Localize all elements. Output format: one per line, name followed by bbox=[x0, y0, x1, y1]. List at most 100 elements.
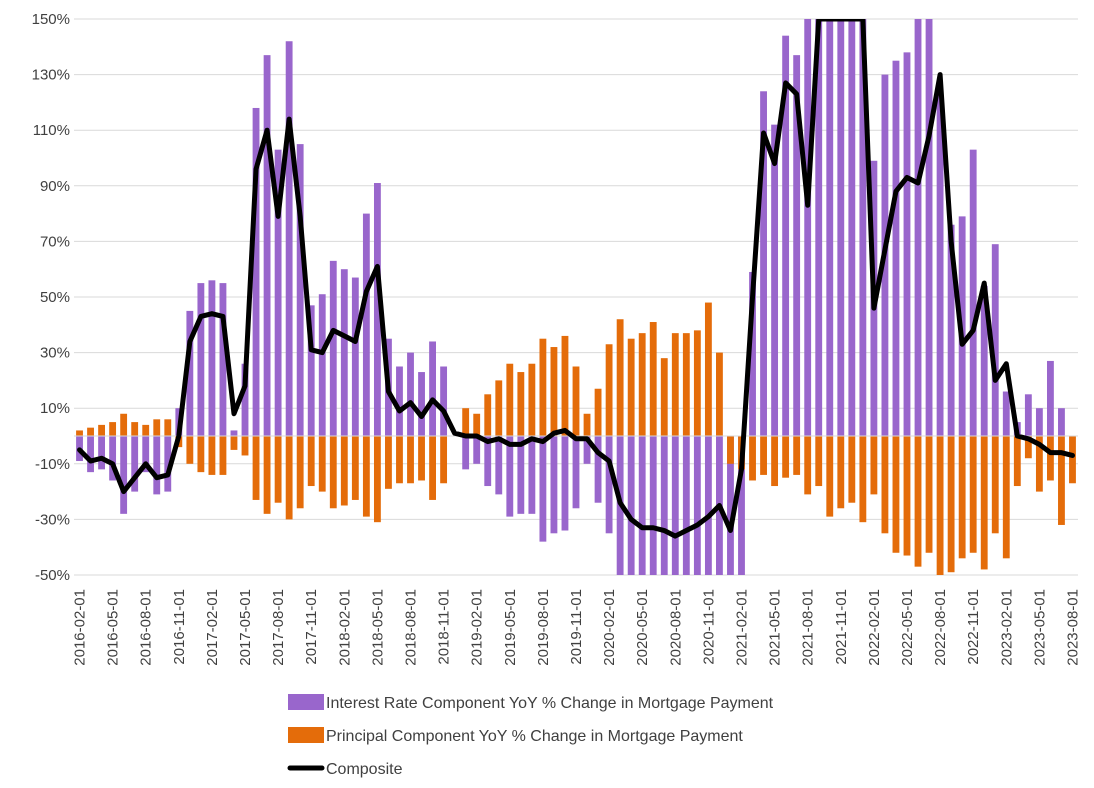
principal-bar bbox=[550, 347, 558, 436]
legend-entry-principal[interactable]: Principal Component YoY % Change in Mort… bbox=[288, 727, 743, 745]
x-tick-label: 2023-02-01 bbox=[998, 589, 1015, 666]
principal-bar bbox=[164, 419, 172, 436]
interest-bar bbox=[219, 283, 227, 436]
y-tick-label: 70% bbox=[40, 233, 70, 250]
principal-bar bbox=[716, 352, 723, 436]
legend-entry-composite[interactable]: Composite bbox=[287, 761, 403, 778]
x-tick-label: 2023-08-01 bbox=[1064, 589, 1081, 666]
x-tick-label: 2019-08-01 bbox=[535, 589, 552, 666]
interest-bar bbox=[462, 436, 470, 470]
x-tick-label: 2018-11-01 bbox=[436, 589, 453, 665]
interest-bar bbox=[241, 363, 249, 436]
interest-bar bbox=[373, 183, 381, 436]
principal-bar bbox=[120, 413, 128, 436]
interest-bar bbox=[991, 244, 999, 436]
interest-bar bbox=[208, 280, 216, 436]
interest-bar bbox=[561, 436, 569, 531]
interest-bar bbox=[142, 436, 150, 473]
principal-bar bbox=[793, 436, 801, 475]
interest-bar bbox=[771, 124, 779, 436]
line-series bbox=[77, 19, 1075, 539]
principal-bar bbox=[197, 436, 205, 473]
x-tick-label: 2017-08-01 bbox=[270, 589, 287, 666]
interest-bar bbox=[738, 436, 745, 575]
principal-bar bbox=[340, 436, 348, 506]
principal-bar bbox=[649, 322, 657, 436]
principal-bar bbox=[1046, 436, 1054, 481]
interest-bar bbox=[594, 436, 602, 503]
y-tick-label: -10% bbox=[35, 456, 70, 473]
principal-bar bbox=[903, 436, 911, 556]
interest-bar bbox=[407, 352, 414, 436]
principal-bar bbox=[440, 436, 448, 484]
legend-label-composite: Composite bbox=[326, 761, 403, 778]
x-axis: 2016-02-01 2016-05-01 2016-08-01 2016-11-01… bbox=[72, 589, 1082, 666]
principal-bar bbox=[958, 436, 966, 559]
interest-bar bbox=[649, 436, 657, 575]
x-tick-label: 2016-02-01 bbox=[72, 589, 89, 666]
interest-bar bbox=[1035, 408, 1043, 436]
interest-bar bbox=[517, 436, 525, 514]
principal-bar bbox=[208, 436, 216, 475]
principal-bar bbox=[296, 436, 304, 509]
interest-bar bbox=[131, 436, 139, 492]
y-tick-label: 130% bbox=[32, 67, 70, 84]
composite-line bbox=[77, 19, 1075, 539]
x-tick-label: 2019-11-01 bbox=[568, 589, 585, 665]
principal-bar bbox=[760, 436, 767, 475]
x-tick-label: 2017-02-01 bbox=[204, 589, 221, 666]
x-tick-label: 2022-05-01 bbox=[899, 589, 916, 666]
interest-bar bbox=[605, 436, 613, 534]
principal-bar bbox=[693, 330, 701, 436]
x-tick-label: 2021-02-01 bbox=[733, 589, 750, 666]
principal-bar bbox=[870, 436, 878, 495]
principal-bar bbox=[914, 436, 922, 567]
legend-entry-interest[interactable]: Interest Rate Component YoY % Change in … bbox=[288, 694, 774, 712]
principal-bar bbox=[980, 436, 988, 570]
principal-bar bbox=[109, 422, 117, 436]
principal-bar bbox=[848, 436, 856, 503]
y-tick-label: 50% bbox=[40, 289, 70, 306]
principal-bar bbox=[1024, 436, 1032, 459]
principal-bar bbox=[263, 436, 271, 514]
interest-bar bbox=[109, 436, 117, 481]
legend-swatch-principal bbox=[288, 727, 324, 743]
principal-bar bbox=[727, 436, 734, 464]
x-tick-label: 2019-02-01 bbox=[469, 589, 486, 666]
principal-bar bbox=[98, 424, 106, 436]
principal-bar bbox=[329, 436, 337, 509]
x-tick-label: 2019-05-01 bbox=[502, 589, 519, 666]
principal-bar bbox=[219, 436, 227, 475]
principal-bar bbox=[517, 372, 525, 436]
interest-bar bbox=[495, 436, 503, 495]
interest-bar bbox=[903, 52, 911, 437]
x-tick-label: 2023-05-01 bbox=[1031, 589, 1048, 666]
principal-bar bbox=[318, 436, 326, 492]
principal-bar bbox=[418, 436, 425, 481]
principal-bar bbox=[583, 413, 591, 436]
x-tick-label: 2022-11-01 bbox=[965, 589, 982, 665]
interest-bar bbox=[429, 341, 436, 436]
x-tick-label: 2020-11-01 bbox=[700, 589, 717, 665]
principal-bar bbox=[274, 436, 282, 503]
interest-bar bbox=[473, 436, 481, 464]
interest-bar bbox=[307, 305, 315, 436]
principal-bar bbox=[561, 335, 569, 436]
principal-bar bbox=[815, 436, 823, 487]
principal-bar bbox=[407, 436, 414, 484]
interest-bar bbox=[98, 436, 106, 470]
interest-bar bbox=[252, 107, 260, 437]
x-tick-label: 2018-08-01 bbox=[403, 589, 420, 666]
principal-bar bbox=[704, 302, 712, 436]
principal-bar bbox=[539, 338, 547, 436]
y-tick-label: -30% bbox=[35, 511, 70, 528]
principal-bar bbox=[142, 424, 150, 436]
principal-bar bbox=[837, 436, 845, 509]
principal-bar bbox=[969, 436, 977, 553]
principal-bar bbox=[307, 436, 315, 487]
principal-bar bbox=[76, 430, 83, 436]
principal-bar bbox=[682, 333, 690, 436]
x-tick-label: 2016-08-01 bbox=[138, 589, 155, 666]
y-tick-label: 10% bbox=[40, 400, 70, 417]
